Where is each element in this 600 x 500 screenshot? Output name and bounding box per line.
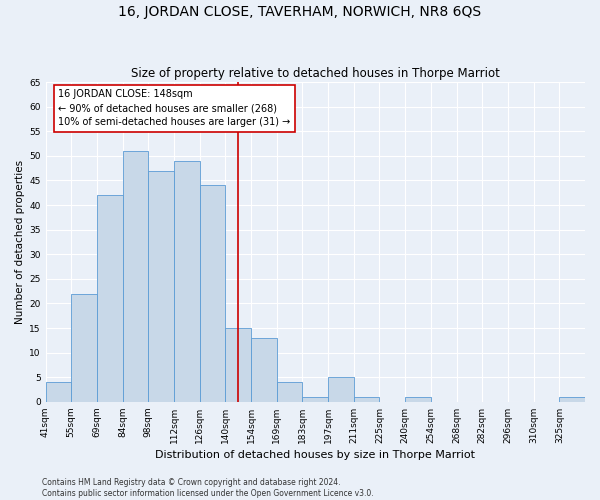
Title: Size of property relative to detached houses in Thorpe Marriot: Size of property relative to detached ho… xyxy=(131,66,500,80)
Bar xyxy=(354,397,379,402)
Text: 16, JORDAN CLOSE, TAVERHAM, NORWICH, NR8 6QS: 16, JORDAN CLOSE, TAVERHAM, NORWICH, NR8… xyxy=(118,5,482,19)
Bar xyxy=(328,377,354,402)
Bar xyxy=(251,338,277,402)
Bar xyxy=(46,382,71,402)
Bar xyxy=(174,161,200,402)
Text: 16 JORDAN CLOSE: 148sqm
← 90% of detached houses are smaller (268)
10% of semi-d: 16 JORDAN CLOSE: 148sqm ← 90% of detache… xyxy=(58,90,290,128)
X-axis label: Distribution of detached houses by size in Thorpe Marriot: Distribution of detached houses by size … xyxy=(155,450,475,460)
Bar xyxy=(122,151,148,402)
Bar xyxy=(97,195,122,402)
Bar xyxy=(277,382,302,402)
Bar xyxy=(71,294,97,402)
Bar xyxy=(559,397,585,402)
Y-axis label: Number of detached properties: Number of detached properties xyxy=(15,160,25,324)
Text: Contains HM Land Registry data © Crown copyright and database right 2024.
Contai: Contains HM Land Registry data © Crown c… xyxy=(42,478,374,498)
Bar xyxy=(302,397,328,402)
Bar xyxy=(200,186,226,402)
Bar xyxy=(226,328,251,402)
Bar xyxy=(148,170,174,402)
Bar xyxy=(405,397,431,402)
